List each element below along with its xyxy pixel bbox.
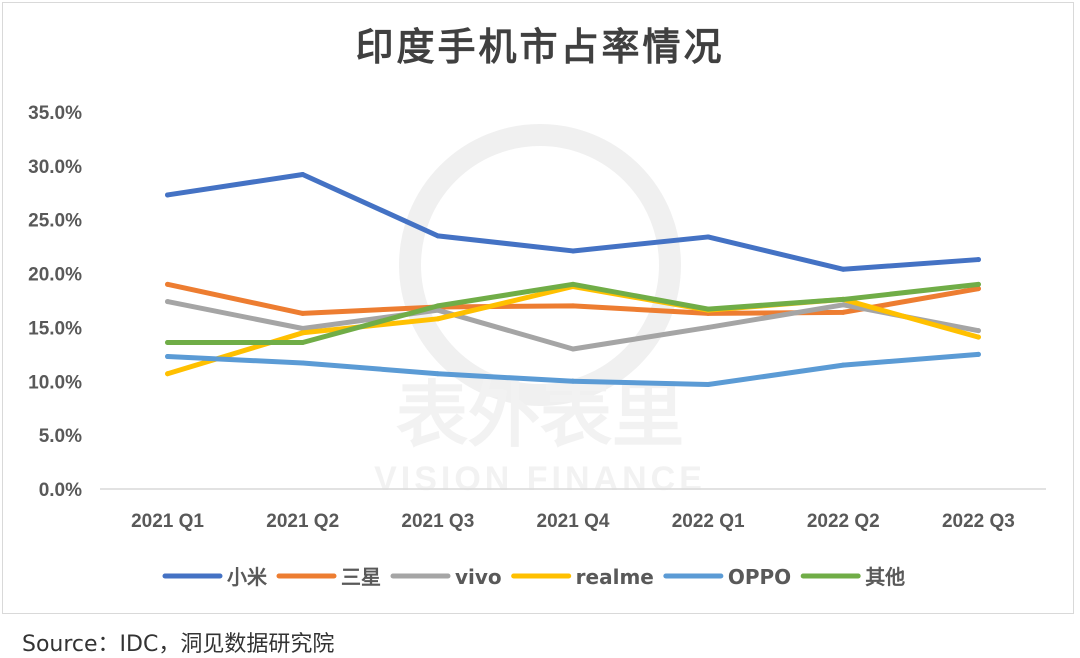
data-point <box>165 371 171 377</box>
data-point <box>705 234 711 240</box>
data-point <box>840 296 846 302</box>
data-point <box>705 306 711 312</box>
x-tick-label: 2021 Q1 <box>131 511 204 532</box>
legend-label: 三星 <box>341 565 381 589</box>
legend-label: 小米 <box>227 565 268 589</box>
data-point <box>975 334 981 340</box>
data-point <box>570 303 576 309</box>
x-tick-label: 2021 Q3 <box>401 511 474 532</box>
data-point <box>300 171 306 177</box>
legend-label: realme <box>576 565 654 589</box>
data-point <box>840 302 846 308</box>
legend-label: 其他 <box>865 565 905 589</box>
y-tick-label: 10.0% <box>28 372 82 393</box>
x-tick-label: 2021 Q4 <box>537 511 610 532</box>
series-line-小米 <box>165 171 981 272</box>
data-point <box>300 360 306 366</box>
y-tick-label: 15.0% <box>28 318 82 339</box>
watermark-text: 表外表里 <box>396 373 684 457</box>
data-point <box>165 340 171 346</box>
legend-label: vivo <box>455 565 502 589</box>
chart-title: 印度手机市占率情况 <box>355 25 724 69</box>
data-point <box>435 371 441 377</box>
watermark-logo <box>399 124 681 406</box>
data-point <box>435 303 441 309</box>
data-point <box>300 326 306 332</box>
data-point <box>435 316 441 322</box>
data-point <box>165 299 171 305</box>
data-point <box>570 346 576 352</box>
y-tick-label: 25.0% <box>28 211 82 232</box>
data-point <box>975 351 981 357</box>
x-tick-label: 2022 Q3 <box>942 511 1015 532</box>
data-point <box>840 309 846 315</box>
data-point <box>975 281 981 287</box>
y-tick-label: 0.0% <box>39 480 82 501</box>
data-point <box>840 362 846 368</box>
watermark-text-en: VISION FINANCE <box>374 460 706 498</box>
y-tick-label: 30.0% <box>28 157 82 178</box>
data-point <box>165 354 171 360</box>
legend-label: OPPO <box>728 565 791 589</box>
data-point <box>570 281 576 287</box>
x-tick-label: 2022 Q2 <box>807 511 880 532</box>
data-point <box>975 286 981 292</box>
data-point <box>705 324 711 330</box>
data-point <box>435 233 441 239</box>
data-point <box>300 310 306 316</box>
data-point <box>435 307 441 313</box>
data-point <box>300 330 306 336</box>
data-point <box>570 378 576 384</box>
x-tick-label: 2021 Q2 <box>266 511 339 532</box>
y-tick-label: 5.0% <box>39 426 82 447</box>
x-tick-label: 2022 Q1 <box>672 511 745 532</box>
y-tick-label: 35.0% <box>28 103 82 124</box>
data-point <box>165 281 171 287</box>
data-point <box>840 266 846 272</box>
source-note: Source：IDC，洞见数据研究院 <box>22 632 335 657</box>
data-point <box>975 257 981 263</box>
series-line-其他 <box>165 281 981 346</box>
data-point <box>705 382 711 388</box>
data-point <box>975 328 981 334</box>
chart-frame <box>2 2 1074 614</box>
data-point <box>300 340 306 346</box>
y-tick-label: 20.0% <box>28 265 82 286</box>
data-point <box>165 192 171 198</box>
data-point <box>570 248 576 254</box>
